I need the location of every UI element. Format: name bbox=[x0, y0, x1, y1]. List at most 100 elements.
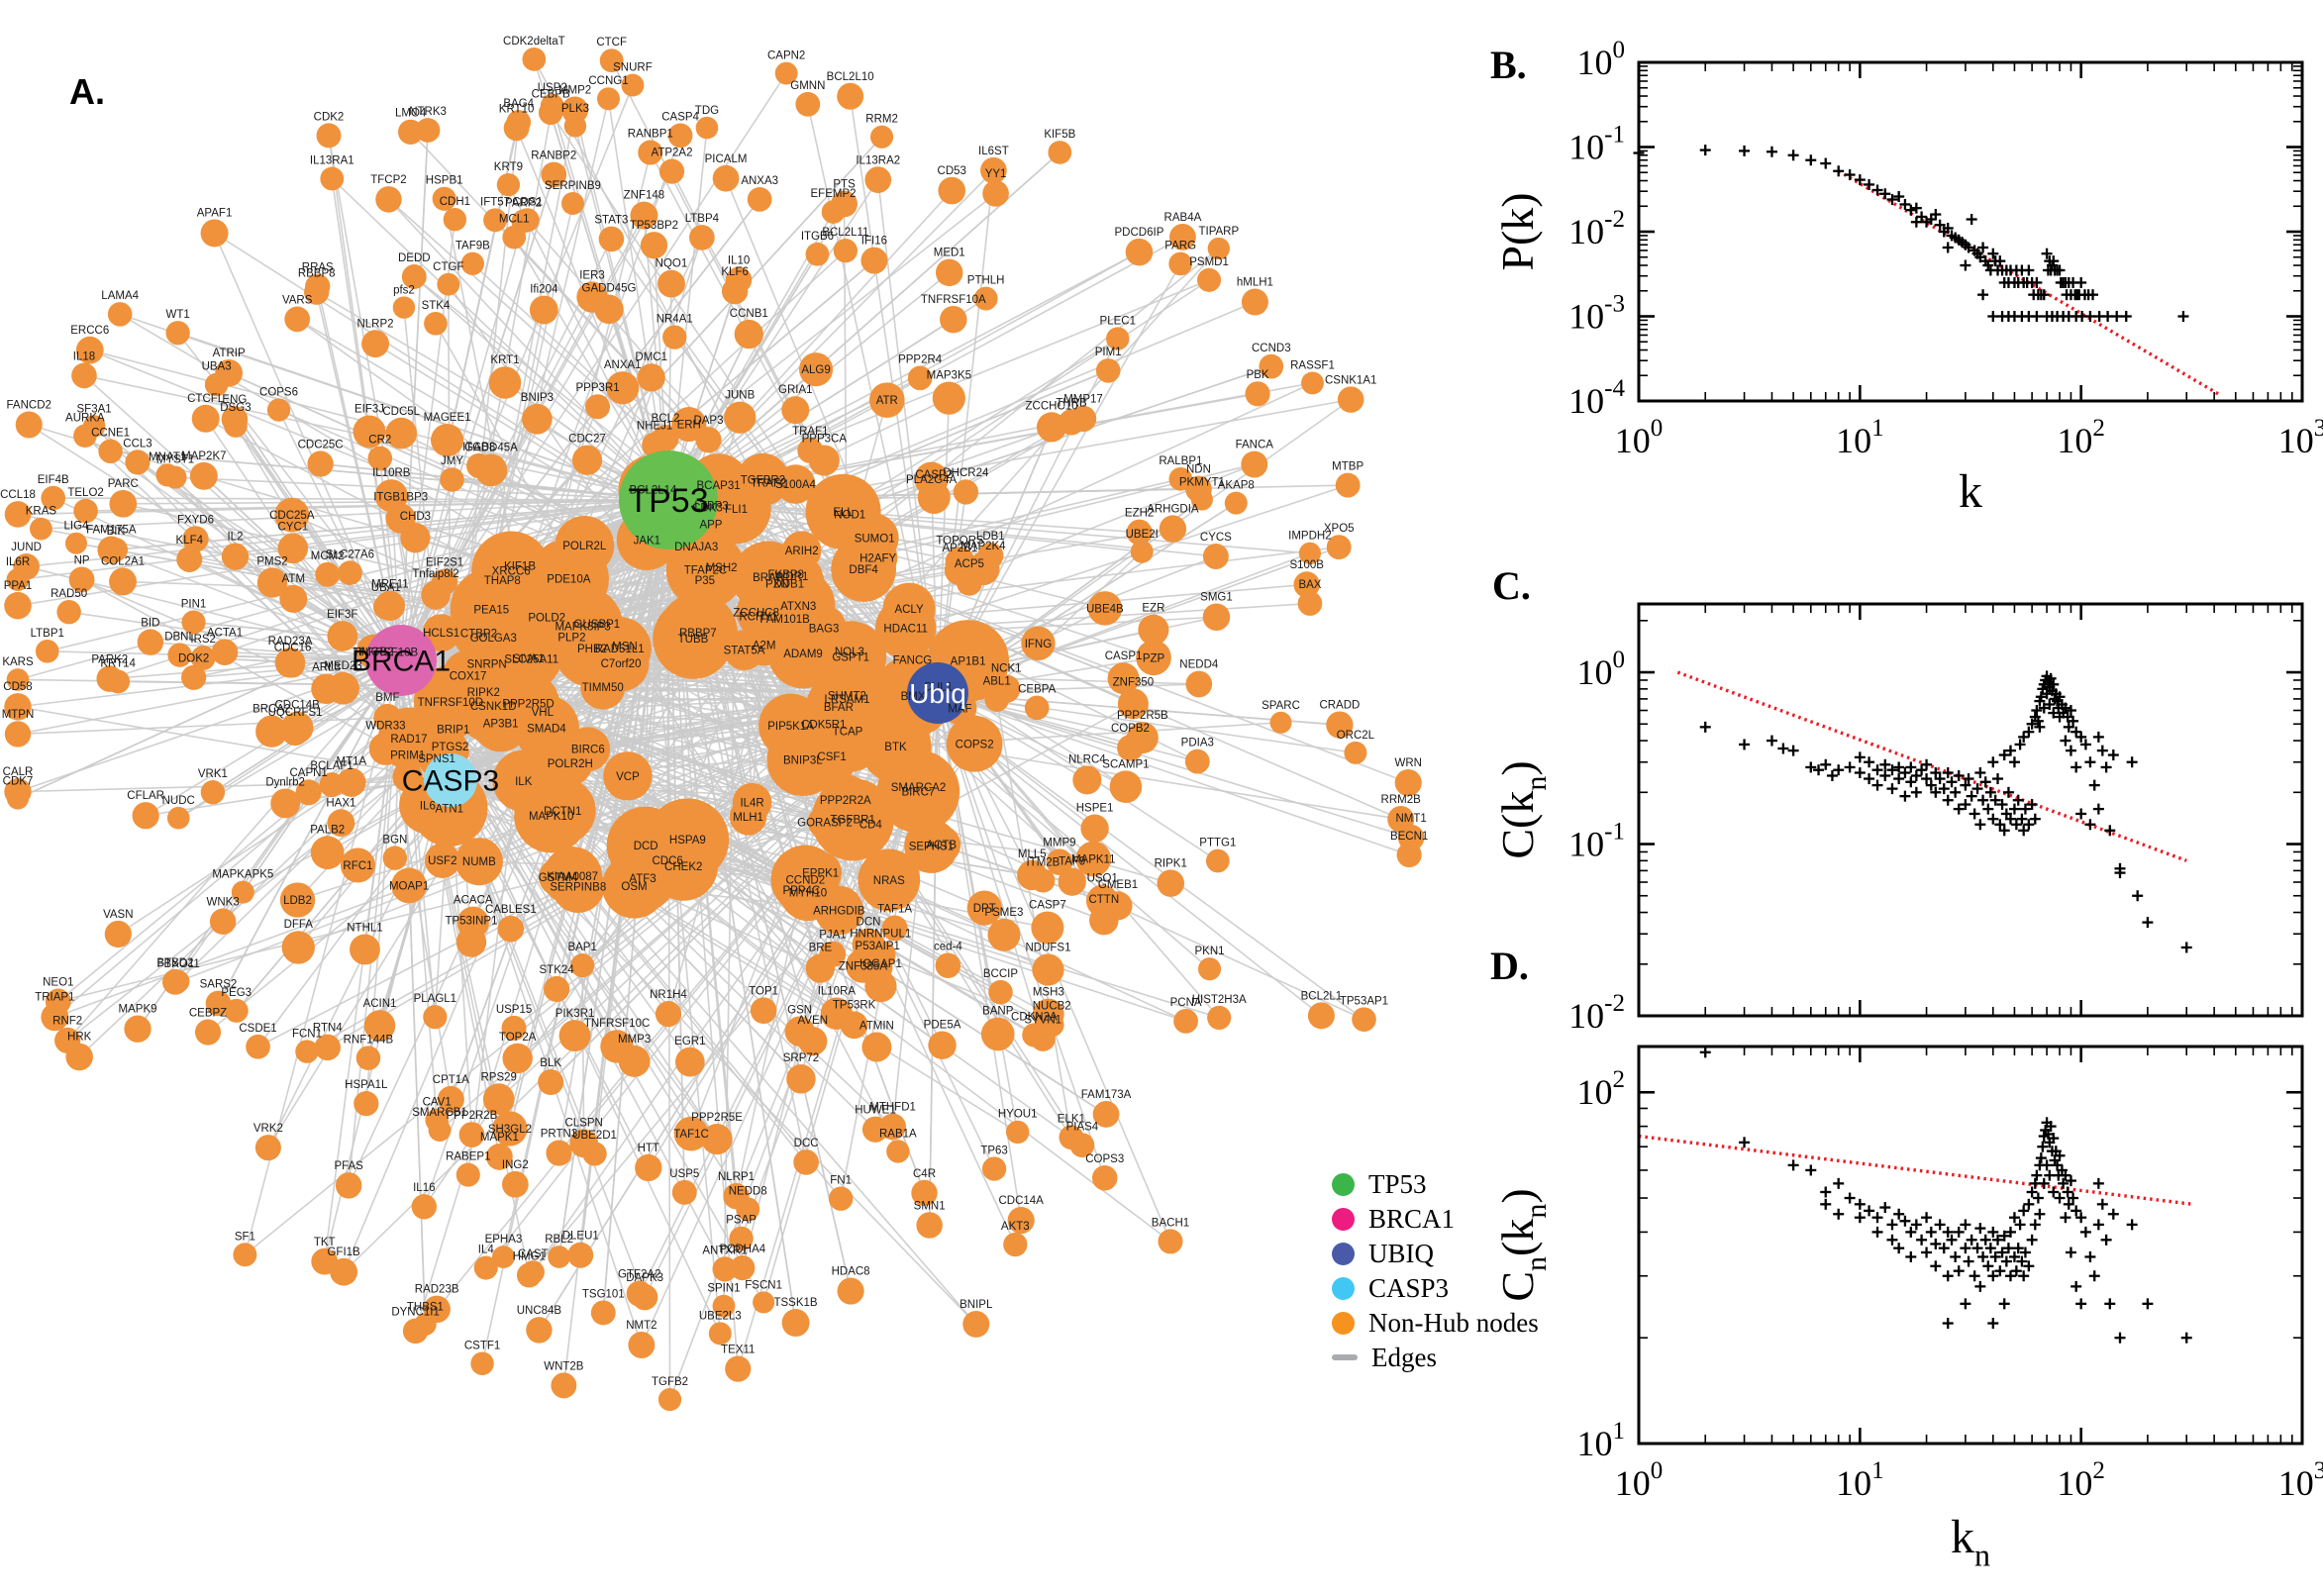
network-node-label: RFC1 bbox=[343, 860, 372, 872]
legend-item: Non-Hub nodes bbox=[1332, 1309, 1539, 1337]
chart-pk: 100 101 102 103 100 10-1 10-2 10-3 10-4 k P(k) bbox=[1492, 37, 2323, 518]
network-node bbox=[935, 952, 961, 978]
network-node bbox=[473, 551, 531, 609]
network-node bbox=[821, 200, 846, 224]
network-node bbox=[375, 186, 402, 213]
network-node bbox=[162, 968, 188, 995]
network-node-label: USP15 bbox=[496, 1004, 532, 1016]
network-node bbox=[712, 1256, 738, 1282]
network-node-label: COPS6 bbox=[259, 386, 298, 398]
y-axis-tick-label: 10-3 bbox=[1568, 291, 1625, 337]
legend-node-swatch bbox=[1332, 1207, 1355, 1231]
network-node-label: CTBP2 bbox=[460, 629, 497, 641]
network-hubs bbox=[365, 450, 968, 807]
network-node bbox=[35, 640, 59, 663]
network-node bbox=[1106, 327, 1130, 350]
network-node bbox=[280, 653, 305, 678]
network-node bbox=[674, 1047, 705, 1077]
network-node bbox=[385, 417, 418, 449]
network-node-label: CSF1 bbox=[817, 751, 846, 763]
network-node-label: HSPA1L bbox=[345, 1079, 388, 1091]
network-node bbox=[1125, 238, 1154, 266]
network-node bbox=[1307, 1002, 1335, 1030]
network-node-label: MAPK1 bbox=[480, 1132, 519, 1144]
network-node-label: PJA1 bbox=[819, 930, 847, 942]
network-node-label: BRE bbox=[809, 942, 833, 953]
network-node-label: EIF2S1 bbox=[426, 557, 463, 569]
network-node-label: CABLES1 bbox=[485, 904, 537, 916]
network-node bbox=[548, 1246, 570, 1268]
network-node bbox=[428, 1119, 452, 1142]
network-node-label: CEBPZ bbox=[189, 1007, 227, 1019]
network-node-label: APAF1 bbox=[197, 207, 233, 219]
network-node-label: GTF2A2 bbox=[618, 1269, 660, 1281]
network-node bbox=[361, 330, 389, 358]
network-node-label: P35 bbox=[695, 575, 715, 587]
network-node-label: ACTB bbox=[926, 840, 957, 851]
network-node bbox=[254, 1135, 281, 1161]
network-node bbox=[1269, 711, 1292, 734]
network-node bbox=[246, 1034, 270, 1059]
network-node-label: CASP7 bbox=[1029, 900, 1066, 912]
network-node-label: CDK2 bbox=[314, 111, 345, 123]
network-node bbox=[340, 848, 375, 883]
hub-node-ubiq bbox=[907, 662, 968, 724]
network-node-label: PRIM1 bbox=[390, 749, 425, 761]
network-node bbox=[443, 208, 467, 232]
network-node-label: PLEC1 bbox=[1100, 315, 1136, 327]
network-node-label: TNFRSF10A bbox=[921, 294, 986, 306]
network-node-label: CYC1 bbox=[277, 522, 308, 534]
network-node-label: NDUFS1 bbox=[1025, 942, 1070, 953]
network-node-label: ATMIN bbox=[859, 1021, 894, 1033]
network-node bbox=[402, 1318, 429, 1345]
network-node bbox=[671, 406, 707, 443]
network-node-label: PRTN3 bbox=[541, 1128, 578, 1140]
network-node bbox=[833, 239, 858, 263]
network-node-label: KRT10 bbox=[499, 103, 535, 115]
network-node bbox=[689, 225, 715, 250]
network-node-label: ARL3 bbox=[312, 662, 341, 674]
network-node-label: EPPK1 bbox=[802, 868, 839, 880]
network-node-labels: TCAP Ifi204 PRIM1 NHEJ1 KLF6 TP53INP1 CSTF1 H2A… bbox=[0, 36, 1428, 1388]
network-node bbox=[1022, 1023, 1047, 1047]
network-node-label: PPP3CA bbox=[802, 433, 848, 445]
network-node-label: PPP2R4 bbox=[898, 354, 943, 366]
network-node bbox=[1091, 1165, 1118, 1191]
network-node-label: MOAP1 bbox=[389, 880, 429, 892]
network-node-label: IL16 bbox=[413, 1182, 435, 1194]
network-node-label: GFI1B bbox=[327, 1247, 360, 1258]
network-node bbox=[1293, 571, 1320, 598]
network-node bbox=[966, 890, 1002, 926]
network-node-label: HUWE1 bbox=[855, 1105, 896, 1117]
network-node-label: HSPA9 bbox=[669, 835, 706, 847]
network-node bbox=[747, 187, 772, 212]
network-node bbox=[962, 1310, 990, 1338]
network-node-label: THBS1 bbox=[407, 1301, 444, 1313]
network-node-label: IL4 bbox=[478, 1245, 495, 1256]
network-node bbox=[455, 1162, 480, 1187]
network-node-label: PARK2 bbox=[91, 653, 128, 665]
network-node-label: MTBP bbox=[1332, 461, 1364, 473]
network-node-label: NEO1 bbox=[43, 977, 73, 989]
network-node-label: MMP9 bbox=[1043, 837, 1075, 848]
network-node bbox=[544, 975, 570, 1003]
network-node-label: UQCRFS1 bbox=[268, 707, 323, 719]
network-node-label: CEBPB bbox=[532, 89, 570, 101]
network-node-label: PARG bbox=[1164, 241, 1196, 252]
network-node bbox=[1069, 1133, 1095, 1158]
network-node bbox=[1117, 735, 1144, 761]
network-node-label: CEBPA bbox=[1018, 684, 1056, 696]
network-node-label: PPP2R5B bbox=[1117, 710, 1168, 722]
network-node-label: ACACA bbox=[454, 895, 493, 907]
network-node bbox=[1158, 1229, 1183, 1254]
network-node bbox=[281, 931, 315, 964]
network-node bbox=[6, 668, 30, 691]
network-node-label: KIF5B bbox=[1044, 129, 1075, 141]
network-node bbox=[538, 1068, 564, 1096]
network-node-label: PEG3 bbox=[221, 987, 252, 999]
network-node-label: LDB1 bbox=[976, 531, 1005, 543]
network-node-label: DPT bbox=[973, 903, 996, 915]
network-node-label: ADAM9 bbox=[783, 648, 823, 660]
axis-tick-label: 101 bbox=[1836, 415, 1884, 460]
network-node bbox=[837, 1277, 864, 1305]
